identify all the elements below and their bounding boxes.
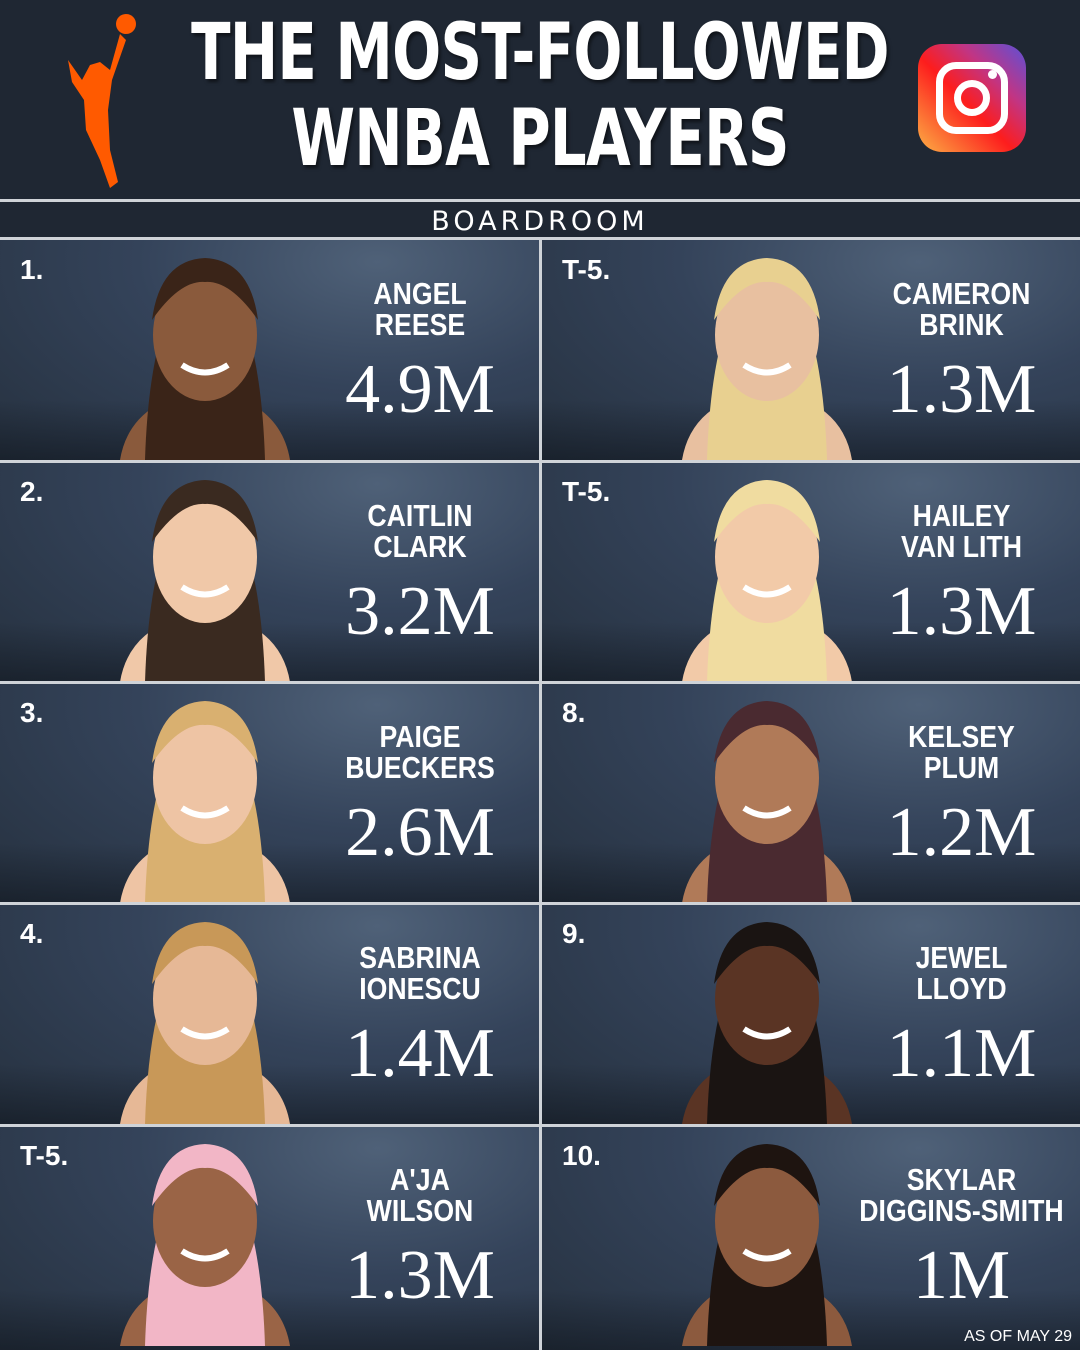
player-card: T-5. A'JA WILSON 1.3M bbox=[0, 1126, 539, 1350]
follower-count: 1.3M bbox=[345, 1237, 495, 1314]
instagram-icon bbox=[918, 44, 1026, 152]
follower-count: 1M bbox=[912, 1237, 1011, 1314]
page-title: THE MOST-FOLLOWED WNBA PLAYERS bbox=[170, 10, 910, 182]
player-rank: 2. bbox=[20, 476, 44, 507]
player-card: T-5. CAMERON BRINK 1.3M bbox=[542, 240, 1080, 460]
player-card: T-5. HAILEY VAN LITH 1.3M bbox=[542, 462, 1080, 682]
row-divider bbox=[0, 902, 1080, 905]
player-photo bbox=[120, 922, 290, 1124]
player-photo bbox=[682, 922, 852, 1124]
title-line-2: WNBA PLAYERS bbox=[291, 94, 789, 184]
date-note: AS OF MAY 29 bbox=[964, 1328, 1072, 1345]
follower-count: 1.3M bbox=[886, 573, 1037, 650]
column-divider bbox=[539, 240, 542, 1350]
player-rank: T-5. bbox=[20, 1140, 69, 1171]
player-photo bbox=[120, 1144, 290, 1346]
player-name: SKYLAR DIGGINS-SMITH bbox=[859, 1162, 1064, 1228]
player-card: 4. SABRINA IONESCU 1.4M bbox=[0, 904, 539, 1124]
row-divider bbox=[0, 460, 1080, 463]
player-rank: 4. bbox=[20, 918, 44, 949]
follower-count: 1.4M bbox=[345, 1015, 495, 1092]
player-name: KELSEY PLUM bbox=[908, 719, 1015, 785]
player-photo bbox=[682, 1144, 852, 1346]
player-name: SABRINA IONESCU bbox=[359, 940, 481, 1006]
row-divider bbox=[0, 681, 1080, 684]
player-name: CAITLIN CLARK bbox=[367, 498, 473, 564]
player-photo bbox=[682, 480, 852, 682]
title-line-1: THE MOST-FOLLOWED bbox=[191, 8, 889, 98]
player-photo bbox=[682, 701, 852, 903]
player-card: 2. CAITLIN CLARK 3.2M bbox=[0, 462, 539, 682]
player-name: CAMERON BRINK bbox=[892, 276, 1031, 342]
player-rank: 10. bbox=[562, 1140, 601, 1171]
follower-count: 1.1M bbox=[886, 1015, 1037, 1092]
player-rank: T-5. bbox=[562, 476, 611, 507]
player-grid: 1. ANGEL REESE 4.9M T-5. CAMERON BRINK 1.3M… bbox=[0, 240, 1080, 1350]
player-rank: 1. bbox=[20, 254, 44, 285]
player-card: 1. ANGEL REESE 4.9M bbox=[0, 240, 539, 460]
player-rank: 8. bbox=[562, 697, 586, 728]
source-bar: BOARDROOM bbox=[0, 199, 1080, 240]
player-name: HAILEY VAN LITH bbox=[901, 498, 1022, 564]
row-divider bbox=[0, 1124, 1080, 1127]
player-card: 10. SKYLAR DIGGINS-SMITH 1M bbox=[542, 1126, 1080, 1350]
player-rank: 9. bbox=[562, 918, 586, 949]
player-photo bbox=[120, 701, 290, 903]
player-photo bbox=[682, 258, 852, 460]
player-photo bbox=[120, 480, 290, 682]
player-name: A'JA WILSON bbox=[366, 1162, 474, 1228]
player-rank: T-5. bbox=[562, 254, 611, 285]
player-rank: 3. bbox=[20, 697, 44, 728]
player-photo bbox=[120, 258, 290, 460]
player-name: ANGEL REESE bbox=[373, 276, 467, 342]
header: THE MOST-FOLLOWED WNBA PLAYERS bbox=[0, 0, 1080, 200]
follower-count: 1.2M bbox=[886, 794, 1037, 871]
follower-count: 2.6M bbox=[345, 794, 495, 871]
source-label: BOARDROOM bbox=[431, 206, 649, 237]
follower-count: 1.3M bbox=[886, 351, 1037, 428]
player-card: 8. KELSEY PLUM 1.2M bbox=[542, 683, 1080, 903]
player-name: PAIGE BUECKERS bbox=[345, 719, 495, 785]
player-card: 3. PAIGE BUECKERS 2.6M bbox=[0, 683, 539, 903]
follower-count: 3.2M bbox=[345, 573, 495, 650]
follower-count: 4.9M bbox=[345, 351, 495, 428]
player-name: JEWEL LLOYD bbox=[915, 940, 1008, 1006]
player-card: 9. JEWEL LLOYD 1.1M bbox=[542, 904, 1080, 1124]
wnba-logo-icon bbox=[68, 14, 136, 188]
